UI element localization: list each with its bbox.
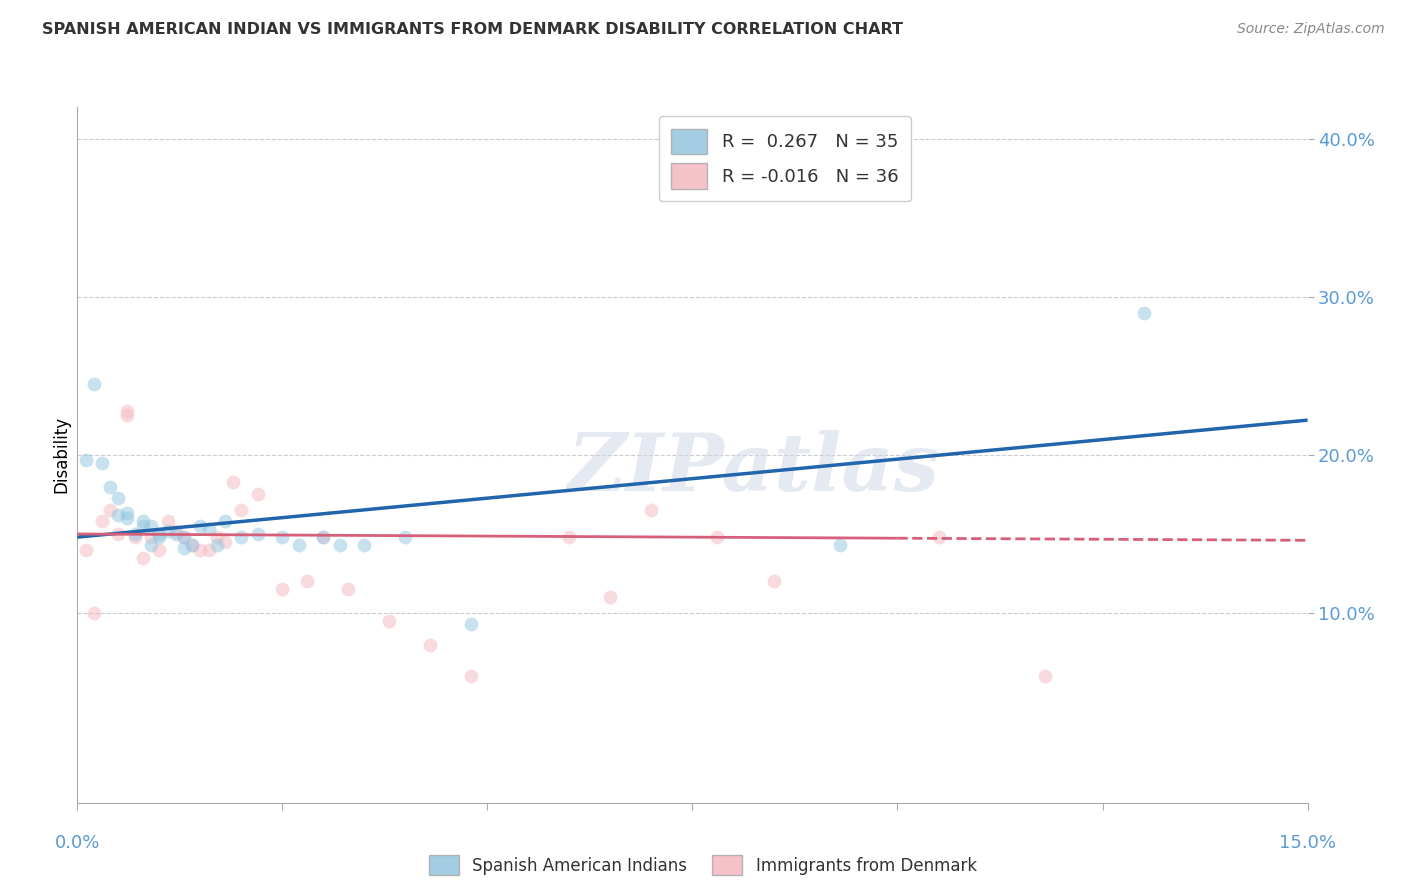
Point bbox=[928, 530, 950, 544]
Point bbox=[83, 376, 105, 391]
Text: ZIPatlas: ZIPatlas bbox=[568, 430, 941, 508]
Legend: R =  0.267   N = 35, R = -0.016   N = 36: R = 0.267 N = 35, R = -0.016 N = 36 bbox=[658, 116, 911, 202]
Point bbox=[312, 530, 335, 544]
Point bbox=[231, 530, 253, 544]
Text: 0.0%: 0.0% bbox=[55, 834, 100, 852]
Point bbox=[132, 550, 155, 565]
Point bbox=[197, 542, 219, 557]
Point bbox=[156, 524, 179, 538]
Point bbox=[165, 524, 187, 538]
Point bbox=[75, 452, 97, 467]
Point bbox=[246, 487, 269, 501]
Point bbox=[460, 669, 482, 683]
Point bbox=[115, 511, 138, 525]
Point bbox=[83, 606, 105, 620]
Point bbox=[288, 538, 311, 552]
Point bbox=[205, 538, 228, 552]
Point bbox=[156, 514, 179, 528]
Point bbox=[173, 530, 195, 544]
Point bbox=[181, 538, 204, 552]
Point bbox=[124, 527, 146, 541]
Y-axis label: Disability: Disability bbox=[52, 417, 70, 493]
Point bbox=[115, 409, 138, 423]
Point bbox=[115, 507, 138, 521]
Point bbox=[98, 503, 121, 517]
Point bbox=[173, 541, 195, 556]
Point bbox=[1033, 669, 1056, 683]
Legend: Spanish American Indians, Immigrants from Denmark: Spanish American Indians, Immigrants fro… bbox=[420, 847, 986, 884]
Point bbox=[353, 538, 375, 552]
Point bbox=[141, 519, 163, 533]
Point bbox=[98, 479, 121, 493]
Point bbox=[246, 527, 269, 541]
Point bbox=[90, 514, 114, 528]
Point bbox=[558, 530, 581, 544]
Point bbox=[188, 542, 212, 557]
Point bbox=[231, 503, 253, 517]
Point bbox=[329, 538, 352, 552]
Point bbox=[197, 522, 219, 536]
Point bbox=[1132, 305, 1154, 319]
Point bbox=[181, 538, 204, 552]
Point bbox=[124, 530, 146, 544]
Point bbox=[378, 614, 401, 628]
Text: 15.0%: 15.0% bbox=[1279, 834, 1336, 852]
Point bbox=[599, 591, 621, 605]
Point bbox=[640, 503, 662, 517]
Point bbox=[75, 542, 97, 557]
Point bbox=[107, 491, 129, 505]
Point bbox=[173, 530, 195, 544]
Point bbox=[148, 527, 170, 541]
Point bbox=[271, 582, 294, 597]
Point bbox=[107, 508, 129, 522]
Point bbox=[165, 527, 187, 541]
Point bbox=[312, 530, 335, 544]
Point bbox=[394, 530, 416, 544]
Point bbox=[148, 542, 170, 557]
Point bbox=[132, 514, 155, 528]
Point bbox=[830, 538, 852, 552]
Text: Source: ZipAtlas.com: Source: ZipAtlas.com bbox=[1237, 22, 1385, 37]
Point bbox=[460, 617, 482, 632]
Point bbox=[271, 530, 294, 544]
Point bbox=[148, 530, 170, 544]
Point bbox=[205, 530, 228, 544]
Point bbox=[115, 403, 138, 417]
Point bbox=[214, 534, 236, 549]
Point bbox=[188, 519, 212, 533]
Point bbox=[90, 456, 114, 470]
Point bbox=[222, 475, 245, 489]
Point bbox=[419, 638, 441, 652]
Point bbox=[132, 519, 155, 533]
Point bbox=[295, 574, 318, 589]
Point bbox=[337, 582, 360, 597]
Point bbox=[763, 574, 786, 589]
Point bbox=[107, 527, 129, 541]
Point bbox=[141, 538, 163, 552]
Point bbox=[141, 530, 163, 544]
Point bbox=[214, 514, 236, 528]
Text: SPANISH AMERICAN INDIAN VS IMMIGRANTS FROM DENMARK DISABILITY CORRELATION CHART: SPANISH AMERICAN INDIAN VS IMMIGRANTS FR… bbox=[42, 22, 903, 37]
Point bbox=[706, 530, 728, 544]
